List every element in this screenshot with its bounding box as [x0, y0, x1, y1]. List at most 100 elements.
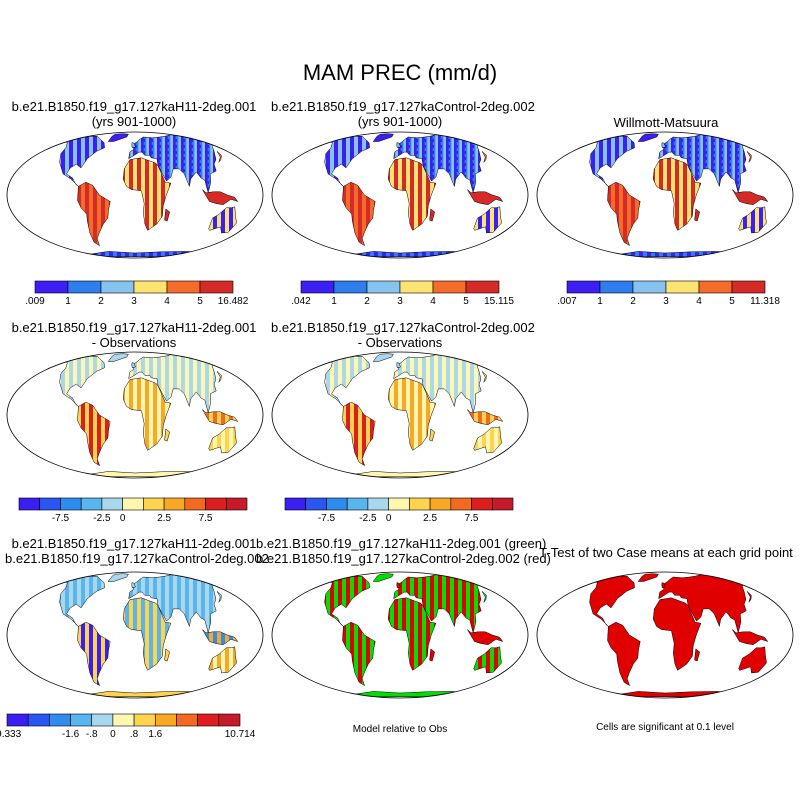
- map-border: [6, 351, 264, 479]
- colorbar-swatch: [176, 713, 198, 727]
- colorbar-swatch: [346, 497, 369, 511]
- colorbar-tick-label: 1: [597, 296, 603, 307]
- land-greenland: [107, 573, 129, 582]
- land-africa: [387, 157, 437, 231]
- colorbar-swatch: [429, 497, 452, 511]
- colorbar-swatch: [399, 280, 434, 294]
- land-eurasia: [393, 354, 484, 413]
- colorbar-swatch: [91, 713, 114, 727]
- land-australia: [473, 646, 502, 674]
- figure-title: MAM PREC (mm/d): [302, 60, 498, 85]
- land-greenland: [107, 353, 129, 362]
- map-border: [536, 571, 794, 699]
- colorbar-swatch: [300, 280, 335, 294]
- land-africa: [652, 157, 702, 231]
- panel-3-title: Willmott-Matsuura: [537, 115, 795, 130]
- map-border: [271, 131, 529, 259]
- colorbar-swatch: [100, 280, 135, 294]
- colorbar-swatch: [166, 280, 201, 294]
- map-panel-5: [271, 351, 529, 479]
- land-madagascar: [164, 648, 170, 662]
- panel-5-title-line-1: b.e21.B1850.f19_g17.127kaControl-2deg.00…: [271, 320, 535, 335]
- land-africa: [122, 377, 172, 451]
- panel-2-title: b.e21.B1850.f19_g17.127kaControl-2deg.00…: [271, 99, 535, 129]
- colorbar-swatch: [163, 497, 186, 511]
- colorbar-tick-label: 1: [65, 296, 71, 307]
- colorbar-tick-label: 4: [696, 296, 702, 307]
- colorbar-swatch: [67, 280, 102, 294]
- land-madagascar: [694, 648, 700, 662]
- land-africa: [387, 597, 437, 671]
- panel-4-title-line-2: - Observations: [91, 335, 177, 350]
- colorbar-swatch: [122, 497, 144, 511]
- land-uk: [396, 142, 401, 148]
- colorbar-tick-label: -7.5: [51, 513, 70, 524]
- colorbar-swatch: [184, 497, 206, 511]
- colorbar-3: .007 1 2 3 4 5 11.318: [557, 280, 780, 310]
- land-australia: [738, 646, 767, 674]
- land-africa: [652, 597, 702, 671]
- colorbar-swatch: [366, 280, 401, 294]
- colorbar-tick-label: 7.5: [198, 513, 213, 524]
- colorbar-swatch: [665, 280, 700, 294]
- land-uk: [131, 362, 136, 368]
- colorbar-swatch: [471, 497, 493, 511]
- colorbar-6: -9.333 -1.6 -.8 0 .8 1.6 10.714: [0, 713, 255, 743]
- land-australia: [738, 206, 767, 234]
- panel-1-title: b.e21.B1850.f19_g17.127kaH11-2deg.001 (y…: [5, 99, 263, 129]
- colorbar-1: .009 1 2 3 4 5 16.482: [25, 280, 248, 310]
- colorbar-swatch: [154, 713, 177, 727]
- land-northamerica: [56, 136, 105, 187]
- panel-4-title-line-1: b.e21.B1850.f19_g17.127kaH11-2deg.001: [11, 320, 257, 335]
- colorbar-swatch: [70, 713, 93, 727]
- land-uk: [131, 582, 136, 588]
- land-africa: [122, 157, 172, 231]
- panel-2-title-line-2: (yrs 901-1000): [357, 114, 443, 129]
- land-australia: [473, 206, 502, 234]
- land-indonesia: [202, 409, 239, 425]
- colorbar-tick-label: 0: [385, 513, 392, 524]
- land-japan: [216, 591, 222, 603]
- land-indonesia: [202, 629, 239, 645]
- panel-1-title-line-2: (yrs 901-1000): [91, 114, 177, 129]
- land-northamerica: [321, 576, 370, 627]
- land-southamerica: [77, 621, 111, 687]
- map-panel-8: [536, 571, 794, 699]
- colorbar-swatch: [199, 280, 234, 294]
- land-madagascar: [694, 208, 700, 222]
- land-northamerica: [56, 356, 105, 407]
- colorbar-tick-label: -2.5: [359, 513, 377, 524]
- land-eurasia: [393, 134, 484, 193]
- map-panel-3: [536, 131, 794, 259]
- colorbar-tick-label: 0: [110, 729, 116, 740]
- land-eurasia: [393, 574, 484, 633]
- land-eurasia: [658, 574, 749, 633]
- map-panel-6: [6, 571, 264, 699]
- colorbar-swatch: [133, 713, 156, 727]
- colorbar-swatch: [432, 280, 467, 294]
- colorbar-tick-label: 10.714: [224, 729, 256, 740]
- colorbar-swatch: [409, 497, 431, 511]
- land-madagascar: [429, 648, 435, 662]
- colorbar-tick-label: 5: [463, 296, 469, 307]
- land-indonesia: [732, 189, 769, 205]
- colorbar-swatch: [6, 713, 29, 727]
- land-northamerica: [586, 576, 635, 627]
- colorbar-swatch: [49, 713, 71, 727]
- panel-1-title-line-1: b.e21.B1850.f19_g17.127kaH11-2deg.001: [11, 99, 257, 114]
- colorbar-swatch: [27, 713, 50, 727]
- land-indonesia: [467, 629, 504, 645]
- map-border: [6, 131, 264, 259]
- colorbar-tick-label: 2.5: [423, 513, 438, 524]
- colorbar-tick-label: 3: [397, 296, 403, 307]
- land-eurasia: [128, 354, 219, 413]
- land-greenland: [107, 133, 129, 142]
- land-greenland: [637, 133, 659, 142]
- map-panel-2: [271, 131, 529, 259]
- land-northamerica: [586, 136, 635, 187]
- panel-8-footnote: Cells are significant at 0.1 level: [596, 722, 734, 733]
- land-greenland: [372, 573, 394, 582]
- land-indonesia: [467, 189, 504, 205]
- colorbar-tick-label: 1: [331, 296, 337, 307]
- land-southamerica: [607, 621, 641, 687]
